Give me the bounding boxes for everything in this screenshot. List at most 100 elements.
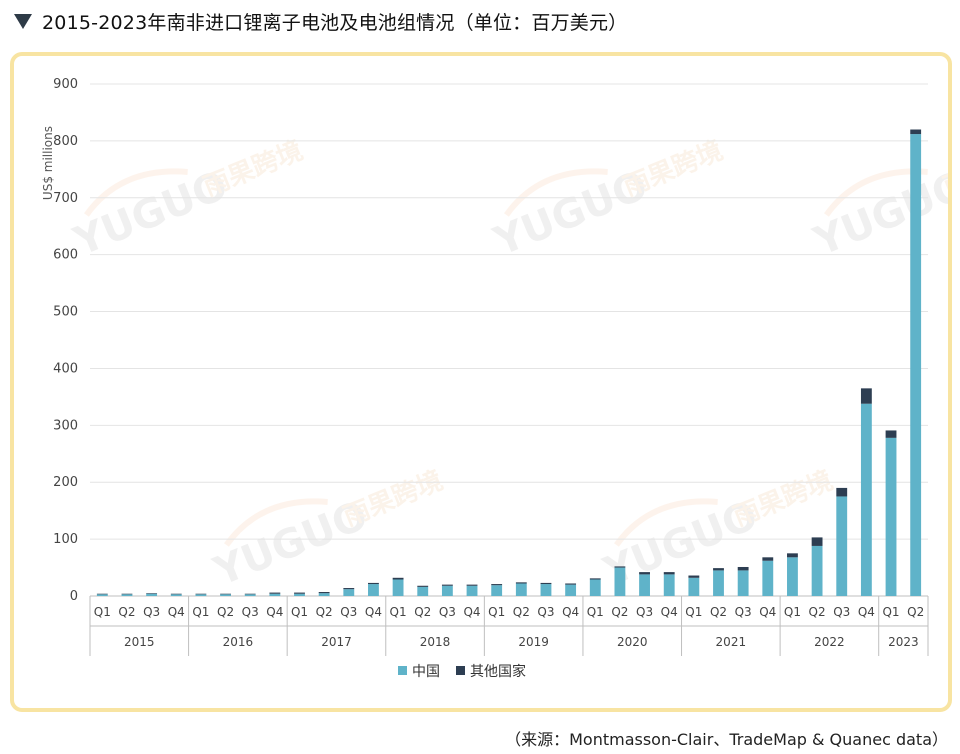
bar-other-countries bbox=[762, 557, 774, 561]
x-tick-label: Q3 bbox=[340, 605, 357, 619]
x-tick-label: Q3 bbox=[439, 605, 456, 619]
watermark-cn-text: 雨果跨境 bbox=[339, 465, 447, 533]
year-group-label: 2020 bbox=[617, 635, 648, 649]
bar-china bbox=[787, 557, 798, 596]
legend: 中国 其他国家 bbox=[398, 663, 526, 680]
bar-china bbox=[762, 560, 774, 596]
y-axis-label: US$ millions bbox=[41, 126, 55, 200]
bar-china bbox=[96, 594, 108, 596]
bar-china bbox=[713, 570, 724, 596]
x-tick-label: Q3 bbox=[242, 605, 259, 619]
bar-china bbox=[860, 403, 872, 596]
y-tick-label: 600 bbox=[53, 248, 78, 263]
legend-swatch-other bbox=[456, 666, 465, 675]
bar-other-countries bbox=[688, 575, 700, 578]
year-group-label: 2015 bbox=[124, 635, 155, 649]
bar-china bbox=[244, 594, 256, 596]
x-tick-label: Q1 bbox=[784, 605, 801, 619]
page-title: 2015-2023年南非进口锂离子电池及电池组情况（单位：百万美元） bbox=[42, 11, 628, 34]
y-tick-label: 700 bbox=[53, 191, 78, 206]
year-group-label: 2018 bbox=[420, 635, 451, 649]
bar-china bbox=[614, 567, 626, 596]
bar-other-countries bbox=[614, 566, 626, 568]
year-group-label: 2022 bbox=[814, 635, 845, 649]
bar-other-countries bbox=[811, 537, 823, 546]
bar-other-countries bbox=[885, 430, 897, 438]
bar-china bbox=[146, 593, 158, 596]
y-tick-label: 400 bbox=[53, 361, 78, 376]
watermark-swoosh-icon bbox=[503, 168, 608, 217]
x-tick-label: Q2 bbox=[710, 605, 727, 619]
y-tick-label: 0 bbox=[70, 589, 78, 604]
bar-china bbox=[589, 579, 601, 596]
x-tick-label: Q2 bbox=[118, 605, 135, 619]
bar-other-countries bbox=[491, 584, 503, 586]
y-tick-label: 100 bbox=[53, 532, 78, 547]
watermark-swoosh-icon bbox=[613, 498, 718, 547]
bar-china bbox=[269, 593, 281, 596]
bar-china bbox=[565, 584, 577, 596]
header: 2015-2023年南非进口锂离子电池及电池组情况（单位：百万美元） bbox=[14, 6, 627, 36]
bar-china bbox=[737, 570, 749, 596]
bar-other-countries bbox=[466, 584, 478, 586]
bar-other-countries bbox=[220, 593, 231, 595]
watermark-swoosh-icon bbox=[223, 498, 328, 547]
legend-swatch-china bbox=[398, 666, 407, 675]
triangle-marker-icon bbox=[14, 13, 32, 29]
x-tick-label: Q3 bbox=[143, 605, 160, 619]
x-axis: Q1 Q2 Q3 Q4 Q1 Q2 Q3 Q4 Q1 Q2 Q3 Q4 Q1 Q2 Q3 Q4 Q1 Q2 Q3 Q4… bbox=[89, 596, 929, 656]
watermark-cn-text: 雨果跨境 bbox=[199, 135, 307, 203]
bar-other-countries bbox=[392, 577, 404, 580]
x-tick-label: Q1 bbox=[882, 605, 899, 619]
bar-other-countries bbox=[639, 572, 650, 575]
legend-label-other: 其他国家 bbox=[470, 663, 526, 680]
bar-other-countries bbox=[836, 487, 848, 497]
bar-china bbox=[294, 593, 305, 596]
bar-china bbox=[220, 594, 231, 596]
bar-other-countries bbox=[343, 588, 355, 590]
bar-other-countries bbox=[515, 582, 527, 584]
bar-other-countries bbox=[121, 593, 133, 595]
x-tick-label: Q4 bbox=[463, 605, 480, 619]
bar-china bbox=[639, 574, 650, 596]
bar-china bbox=[441, 585, 453, 596]
x-tick-label: Q3 bbox=[833, 605, 850, 619]
bar-china bbox=[417, 586, 429, 596]
x-tick-label: Q4 bbox=[759, 605, 776, 619]
watermark-cn-text: 雨果跨境 bbox=[619, 135, 727, 203]
bar-china bbox=[368, 584, 379, 596]
source-note: （来源：Montmasson-Clair、TradeMap & Quanec d… bbox=[505, 730, 948, 749]
x-tick-label: Q1 bbox=[390, 605, 407, 619]
bar-other-countries bbox=[368, 582, 379, 585]
bar-china bbox=[343, 589, 355, 596]
y-tick-label: 800 bbox=[53, 134, 78, 149]
x-tick-label: Q1 bbox=[192, 605, 209, 619]
x-tick-label: Q1 bbox=[94, 605, 111, 619]
x-tick-label: Q4 bbox=[365, 605, 382, 619]
bar-other-countries bbox=[96, 593, 108, 595]
x-tick-label: Q4 bbox=[858, 605, 875, 619]
x-tick-label: Q3 bbox=[735, 605, 752, 619]
bar-china bbox=[491, 585, 503, 596]
watermark-swoosh-icon bbox=[83, 168, 188, 217]
bar-other-countries bbox=[269, 592, 281, 594]
bar-other-countries bbox=[787, 553, 798, 558]
legend-label-china: 中国 bbox=[412, 664, 440, 680]
bar-other-countries bbox=[318, 592, 330, 594]
bar-other-countries bbox=[713, 568, 724, 571]
x-tick-label: Q1 bbox=[291, 605, 308, 619]
bar-other-countries bbox=[910, 129, 922, 135]
bar-other-countries bbox=[441, 584, 453, 586]
bar-other-countries bbox=[146, 593, 158, 594]
year-group-label: 2023 bbox=[888, 635, 919, 649]
x-tick-label: Q2 bbox=[316, 605, 333, 619]
bar-other-countries bbox=[737, 566, 749, 571]
y-tick-label: 200 bbox=[53, 475, 78, 490]
x-tick-label: Q4 bbox=[661, 605, 678, 619]
bar-other-countries bbox=[540, 582, 552, 585]
year-group-label: 2017 bbox=[321, 635, 352, 649]
x-tick-label: Q2 bbox=[611, 605, 628, 619]
bar-other-countries bbox=[860, 388, 872, 404]
